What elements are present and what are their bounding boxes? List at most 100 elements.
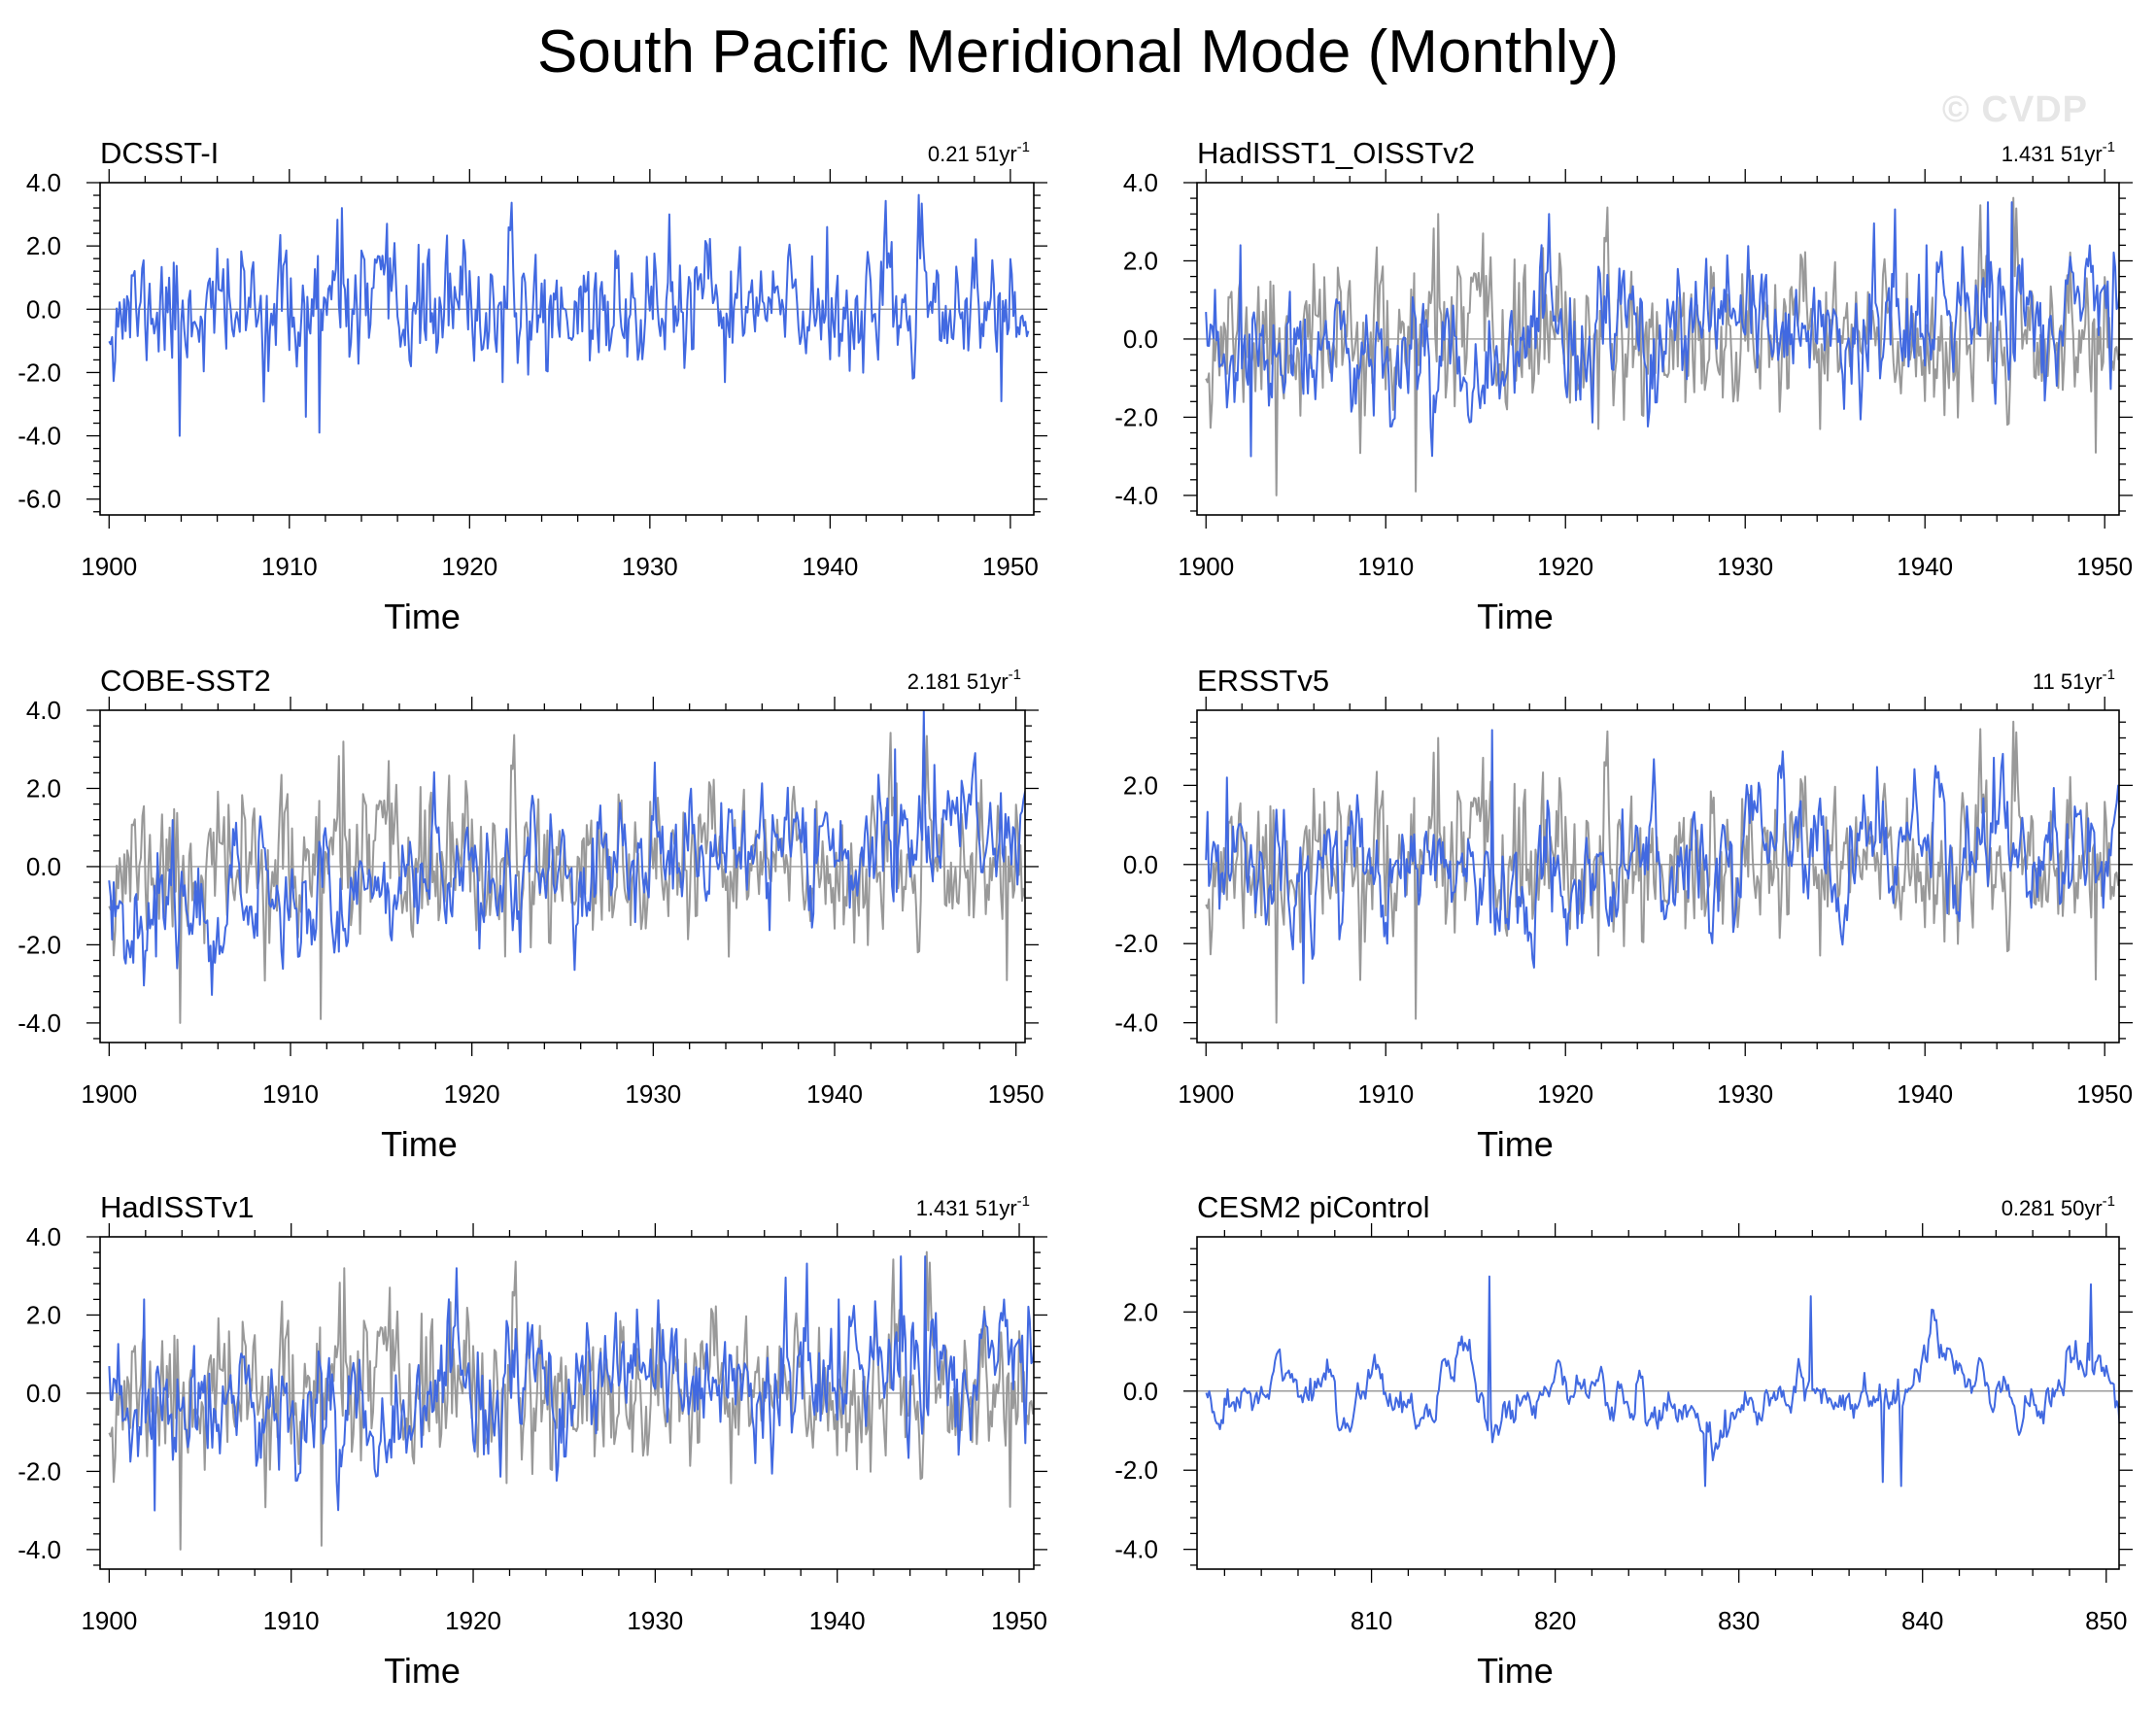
plot-frame [99, 182, 1035, 516]
y-tick-label: 2.0 [26, 773, 61, 803]
x-tick-label: 1900 [81, 1079, 137, 1109]
y-tick-label: -2.0 [1114, 402, 1158, 431]
x-tick-label: 810 [1351, 1606, 1392, 1635]
y-tick-label: 2.0 [26, 231, 61, 260]
chart-panel-hadisstv1: HadISSTv1 1.431 51yr-1 -4.0 -2.0 0.0 2.0 4.0 19… [17, 1190, 1047, 1691]
y-tick-label: -4.0 [1114, 1009, 1158, 1038]
y-tick-label: -2.0 [1114, 929, 1158, 958]
x-tick-label: 840 [1901, 1606, 1943, 1635]
panel-title: HadISSTv1 [100, 1190, 255, 1224]
panel-title: HadISST1_OISSTv2 [1197, 136, 1475, 170]
plot-frame [1196, 709, 2120, 1043]
y-tick-label: -4.0 [1114, 481, 1158, 510]
x-tick-label: 1940 [806, 1079, 863, 1109]
trend-value: 0.281 50yr [2002, 1196, 2103, 1220]
x-tick-label: 1930 [625, 1079, 681, 1109]
y-tick-label: -2.0 [17, 1456, 61, 1486]
series-group [108, 193, 1030, 437]
x-tick-label: 1950 [2076, 1079, 2133, 1109]
trend-annotation: 1.431 51yr-1 [916, 1193, 1030, 1220]
x-tick-label: 1920 [1537, 1079, 1593, 1109]
series-line-reference [1205, 196, 2119, 496]
chart-panel-hadisst1-oisstv2: HadISST1_OISSTv2 1.431 51yr-1 -4.0 -2.0 0.0 2… [1114, 136, 2133, 636]
y-tick-label: 0.0 [26, 294, 61, 324]
x-tick-label: 1940 [1897, 552, 1953, 581]
x-tick-label: 830 [1718, 1606, 1760, 1635]
panel-title: CESM2 piControl [1197, 1190, 1429, 1224]
x-tick-label: 1920 [444, 1079, 500, 1109]
panel-title: COBE-SST2 [100, 664, 271, 698]
x-tick-label: 1940 [809, 1606, 866, 1635]
x-tick-label: 1900 [1178, 1079, 1234, 1109]
trend-value: 2.181 51yr [907, 669, 1009, 694]
trend-annotation: 0.21 51yr-1 [928, 139, 1030, 166]
series-line-cesm2-picontrol [1205, 1275, 2119, 1488]
x-tick-label: 1910 [1357, 552, 1414, 581]
x-axis-label: Time [381, 1124, 458, 1164]
series-line-ersstv5 [1205, 729, 2119, 984]
trend-annotation: 11 51yr-1 [2033, 667, 2115, 694]
x-tick-label: 1910 [263, 1606, 320, 1635]
x-tick-label: 1900 [81, 552, 137, 581]
series-line-hadisst1-oisstv2 [1205, 201, 2119, 458]
trend-exponent: -1 [1009, 667, 1021, 683]
y-tick-label: -4.0 [17, 1535, 61, 1564]
x-tick-label: 1900 [81, 1606, 137, 1635]
series-group [108, 1250, 1034, 1551]
series-group [108, 710, 1025, 1024]
chart-panel-dcsst-i: DCSST-I 0.21 51yr-1 -6.0 -4.0 -2.0 0.0 2.0 4.0 1… [17, 136, 1047, 636]
x-tick-label: 1910 [1357, 1079, 1414, 1109]
y-tick-label: 0.0 [1123, 1377, 1158, 1406]
x-tick-label: 1900 [1178, 552, 1234, 581]
x-axis-label: Time [384, 1651, 461, 1691]
series-line-hadisstv1 [108, 1255, 1034, 1512]
x-tick-label: 1920 [441, 552, 497, 581]
trend-value: 1.431 51yr [916, 1196, 1017, 1220]
y-tick-label: 4.0 [26, 696, 61, 725]
y-tick-label: -2.0 [17, 930, 61, 959]
figure-title: South Pacific Meridional Mode (Monthly) [536, 18, 1620, 86]
plot-frame [99, 709, 1026, 1043]
series-group [1205, 1275, 2119, 1488]
y-tick-label: -4.0 [17, 1009, 61, 1038]
x-tick-label: 1950 [982, 552, 1039, 581]
plot-frame [99, 1236, 1035, 1570]
x-tick-label: 1940 [802, 552, 858, 581]
y-tick-label: 2.0 [1123, 1297, 1158, 1326]
trend-value: 1.431 51yr [2002, 142, 2103, 166]
trend-annotation: 1.431 51yr-1 [2002, 139, 2115, 166]
y-tick-label: 2.0 [26, 1300, 61, 1329]
y-tick-label: -6.0 [17, 485, 61, 514]
y-tick-label: 0.0 [26, 852, 61, 881]
y-tick-label: 0.0 [1123, 850, 1158, 879]
x-tick-label: 1930 [622, 552, 678, 581]
plot-frame [1196, 182, 2120, 516]
x-tick-label: 1910 [262, 1079, 319, 1109]
x-tick-label: 1930 [1717, 552, 1773, 581]
x-tick-label: 1930 [1717, 1079, 1773, 1109]
trend-exponent: -1 [2103, 667, 2115, 683]
series-line-cobe-sst2 [108, 710, 1025, 996]
series-group [1205, 720, 2119, 1024]
x-tick-label: 1950 [2076, 552, 2133, 581]
x-tick-label: 1940 [1897, 1079, 1953, 1109]
x-axis-label: Time [384, 597, 461, 636]
trend-value: 0.21 51yr [928, 142, 1017, 166]
y-tick-label: -2.0 [1114, 1455, 1158, 1485]
trend-exponent: -1 [1017, 139, 1030, 155]
y-tick-label: 4.0 [26, 1222, 61, 1251]
trend-annotation: 2.181 51yr-1 [907, 667, 1021, 694]
plot-frame [1196, 1236, 2120, 1570]
y-tick-label: -2.0 [17, 358, 61, 387]
trend-exponent: -1 [2103, 139, 2115, 155]
y-tick-label: 0.0 [26, 1379, 61, 1408]
series-group [1205, 196, 2119, 496]
trend-annotation: 0.281 50yr-1 [2002, 1193, 2115, 1220]
y-tick-label: 2.0 [1123, 770, 1158, 800]
chart-panel-cesm2-picontrol: CESM2 piControl 0.281 50yr-1 -4.0 -2.0 0.0 2.… [1114, 1190, 2133, 1691]
y-tick-label: 4.0 [26, 168, 61, 197]
x-tick-label: 1930 [627, 1606, 683, 1635]
cvdp-watermark: © CVDP [1941, 89, 2088, 130]
x-axis-label: Time [1477, 597, 1554, 636]
